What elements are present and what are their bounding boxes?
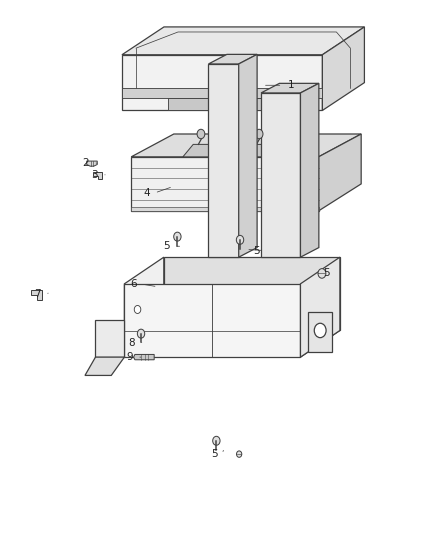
Text: 2: 2 — [82, 158, 89, 167]
Polygon shape — [322, 27, 364, 110]
Circle shape — [197, 130, 205, 139]
Text: 5: 5 — [323, 269, 330, 278]
Circle shape — [138, 329, 145, 338]
Circle shape — [314, 323, 326, 338]
Text: 3: 3 — [91, 170, 98, 180]
Polygon shape — [261, 83, 319, 93]
Polygon shape — [31, 290, 42, 300]
Polygon shape — [122, 87, 322, 98]
Polygon shape — [308, 312, 332, 352]
Polygon shape — [124, 330, 340, 357]
Polygon shape — [122, 55, 322, 110]
Circle shape — [255, 130, 263, 139]
Text: 5: 5 — [163, 241, 170, 251]
Text: 7: 7 — [34, 289, 41, 299]
Polygon shape — [131, 134, 361, 157]
Text: 4: 4 — [143, 188, 150, 198]
Polygon shape — [124, 284, 300, 357]
Polygon shape — [93, 172, 102, 180]
Polygon shape — [122, 27, 364, 55]
Polygon shape — [257, 98, 301, 110]
Text: 5: 5 — [211, 449, 218, 459]
Polygon shape — [261, 93, 300, 257]
Polygon shape — [87, 161, 97, 166]
Circle shape — [174, 232, 181, 241]
Polygon shape — [241, 144, 290, 157]
Circle shape — [213, 437, 220, 445]
Circle shape — [237, 451, 242, 457]
Circle shape — [318, 269, 326, 278]
Text: 1: 1 — [288, 80, 295, 90]
Text: 8: 8 — [128, 338, 135, 348]
Polygon shape — [208, 64, 239, 257]
Polygon shape — [131, 207, 318, 211]
Polygon shape — [124, 257, 164, 357]
Circle shape — [134, 305, 141, 313]
Text: 5: 5 — [253, 246, 260, 255]
Polygon shape — [168, 98, 217, 110]
Polygon shape — [318, 134, 361, 211]
Polygon shape — [164, 257, 340, 330]
Polygon shape — [85, 357, 124, 375]
Polygon shape — [134, 354, 154, 360]
Polygon shape — [95, 320, 124, 357]
Polygon shape — [131, 157, 318, 211]
Circle shape — [237, 236, 244, 244]
Text: 9: 9 — [126, 352, 133, 362]
Polygon shape — [300, 83, 319, 257]
Polygon shape — [300, 257, 340, 357]
Polygon shape — [208, 54, 257, 64]
Polygon shape — [239, 54, 257, 257]
Text: 6: 6 — [130, 279, 137, 289]
Polygon shape — [183, 144, 232, 157]
